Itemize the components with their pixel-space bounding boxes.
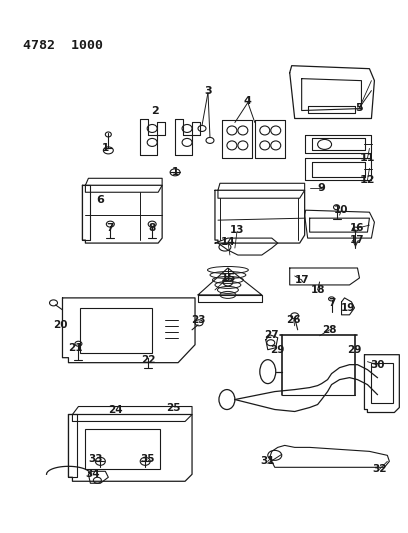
- Text: 10: 10: [334, 205, 349, 215]
- Text: 9: 9: [318, 183, 326, 193]
- Text: 1: 1: [102, 143, 109, 154]
- Text: 23: 23: [191, 315, 205, 325]
- Text: 8: 8: [149, 223, 156, 233]
- Text: 17: 17: [350, 235, 365, 245]
- Text: 32: 32: [372, 464, 387, 474]
- Bar: [85, 430, 160, 470]
- Text: 25: 25: [166, 402, 180, 413]
- Text: 7: 7: [106, 223, 114, 233]
- Text: 3: 3: [204, 86, 212, 95]
- Text: 14: 14: [221, 237, 235, 247]
- Text: 21: 21: [68, 343, 83, 353]
- Text: 17: 17: [294, 275, 309, 285]
- Text: 2: 2: [151, 106, 159, 116]
- Text: 24: 24: [108, 405, 123, 415]
- Text: 5: 5: [356, 102, 363, 112]
- Text: 18: 18: [310, 285, 325, 295]
- Bar: [80, 308, 152, 353]
- Text: 16: 16: [350, 223, 365, 233]
- Text: 33: 33: [88, 454, 103, 464]
- Text: 35: 35: [140, 454, 155, 464]
- Text: 11: 11: [360, 154, 375, 164]
- Text: 15: 15: [220, 273, 235, 283]
- Text: 1: 1: [171, 167, 179, 177]
- Text: 29: 29: [347, 345, 361, 355]
- Text: 31: 31: [261, 456, 275, 466]
- Text: 6: 6: [96, 195, 104, 205]
- Bar: [371, 362, 393, 402]
- Text: 19: 19: [340, 303, 355, 313]
- Text: 12: 12: [360, 175, 375, 185]
- Text: 22: 22: [141, 354, 155, 365]
- Text: 34: 34: [85, 469, 100, 479]
- Text: 13: 13: [230, 225, 244, 235]
- Text: 20: 20: [53, 320, 68, 330]
- Text: 26: 26: [286, 315, 301, 325]
- Text: 7: 7: [328, 298, 335, 308]
- Text: 4782  1000: 4782 1000: [22, 39, 103, 52]
- Text: 29: 29: [271, 345, 285, 355]
- Text: 28: 28: [322, 325, 337, 335]
- Text: 30: 30: [370, 360, 385, 370]
- Text: 4: 4: [244, 95, 252, 106]
- Text: 27: 27: [264, 330, 279, 340]
